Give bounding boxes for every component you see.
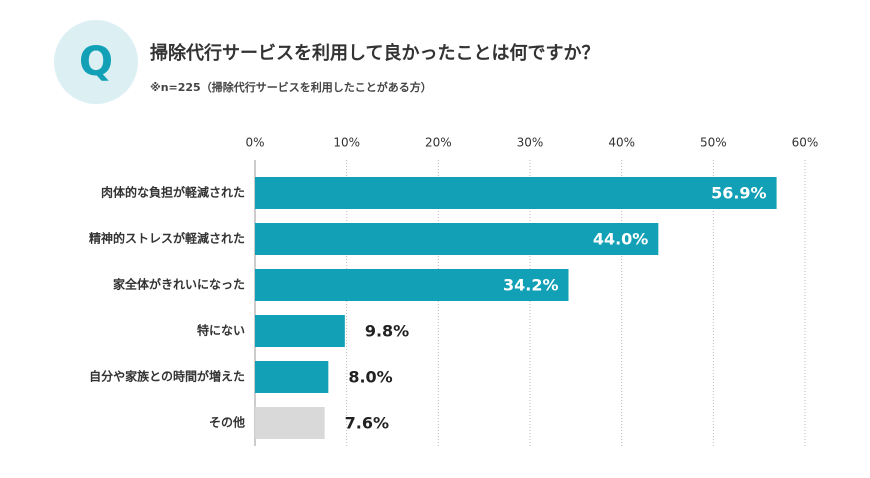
x-tick-label: 50% [700, 136, 727, 150]
bar [255, 269, 569, 301]
chart-title: 掃除代行サービスを利用して良かったことは何ですか？ [150, 42, 599, 64]
y-tick-label: 特にない [197, 323, 245, 338]
badge-circle [54, 20, 138, 104]
x-tick-label: 0% [245, 136, 264, 150]
bar [255, 177, 777, 209]
value-label: 9.8% [365, 322, 409, 341]
value-label: 7.6% [345, 414, 389, 433]
bar [255, 407, 325, 439]
bar [255, 223, 659, 255]
y-tick-label: 肉体的な負担が軽減された [101, 185, 245, 200]
y-tick-label: 自分や家族との時間が増えた [89, 369, 245, 384]
y-tick-label: その他 [209, 415, 245, 430]
bar [255, 361, 329, 393]
value-label: 8.0% [348, 368, 392, 387]
bar [255, 315, 345, 347]
x-tick-label: 60% [792, 136, 819, 150]
x-tick-label: 10% [333, 136, 360, 150]
value-label: 44.0% [593, 230, 649, 249]
x-tick-label: 40% [608, 136, 635, 150]
badge: Q [79, 39, 113, 85]
x-tick-label: 30% [517, 136, 544, 150]
chart-subtitle: ※n=225（掃除代行サービスを利用したことがある方） [150, 80, 432, 94]
x-tick-label: 20% [425, 136, 452, 150]
value-label: 34.2% [503, 276, 559, 295]
y-tick-label: 精神的ストレスが軽減された [89, 231, 245, 246]
value-label: 56.9% [711, 184, 767, 203]
y-tick-label: 家全体がきれいになった [113, 277, 245, 292]
